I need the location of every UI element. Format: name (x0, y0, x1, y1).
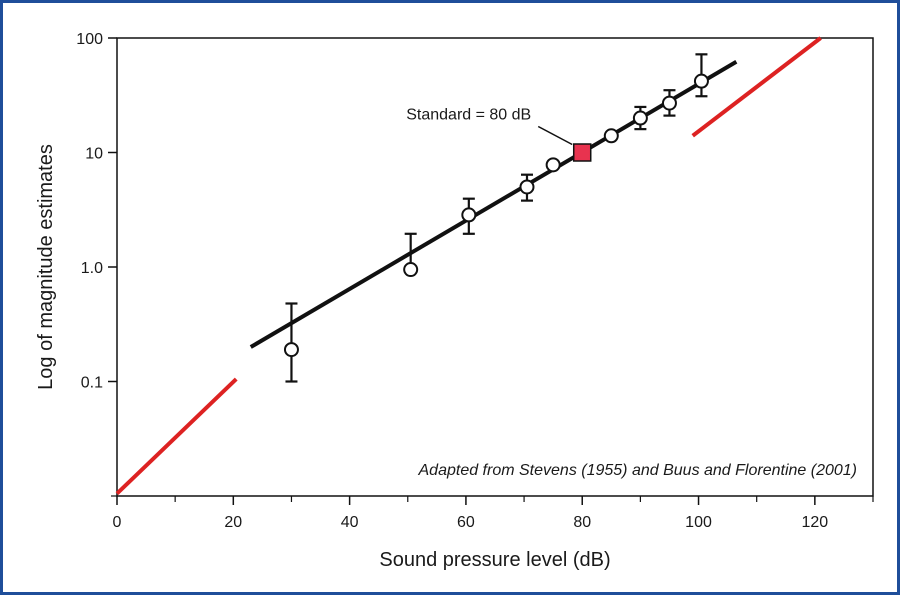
data-point (693, 73, 709, 89)
x-tick-label: 100 (685, 514, 712, 531)
x-axis-label: Sound pressure level (dB) (379, 549, 610, 571)
standard-leader-line (537, 125, 573, 146)
fit-line (249, 60, 738, 349)
x-tick-label: 60 (457, 514, 475, 531)
x-tick-label: 20 (224, 514, 242, 531)
y-tick-label: 100 (76, 31, 103, 48)
data-point (519, 179, 535, 195)
data-point (632, 110, 648, 126)
data-point (461, 207, 477, 223)
y-axis-label: Log of magnitude estimates (35, 144, 57, 390)
x-tick-label: 40 (341, 514, 359, 531)
source-annotation: Adapted from Stevens (1955) and Buus and… (418, 462, 858, 479)
red-reference-line (115, 377, 238, 496)
y-tick-label: 1.0 (81, 260, 103, 277)
data-point (545, 157, 561, 173)
data-point (403, 262, 419, 278)
y-tick-label: 0.1 (81, 375, 103, 392)
data-point (603, 128, 619, 144)
loudness-chart: 0 20 40 60 80 100 120 100 10 1.0 0.1 Standard = 80… (35, 31, 874, 571)
x-tick-label: 80 (573, 514, 591, 531)
data-point (283, 342, 299, 358)
x-tick-label: 0 (113, 514, 122, 531)
data-point (661, 95, 677, 111)
standard-point (572, 143, 592, 162)
standard-label: Standard = 80 dB (406, 107, 531, 124)
y-tick-label: 10 (85, 146, 103, 163)
red-reference-line (691, 36, 822, 138)
x-tick-label: 120 (801, 514, 828, 531)
